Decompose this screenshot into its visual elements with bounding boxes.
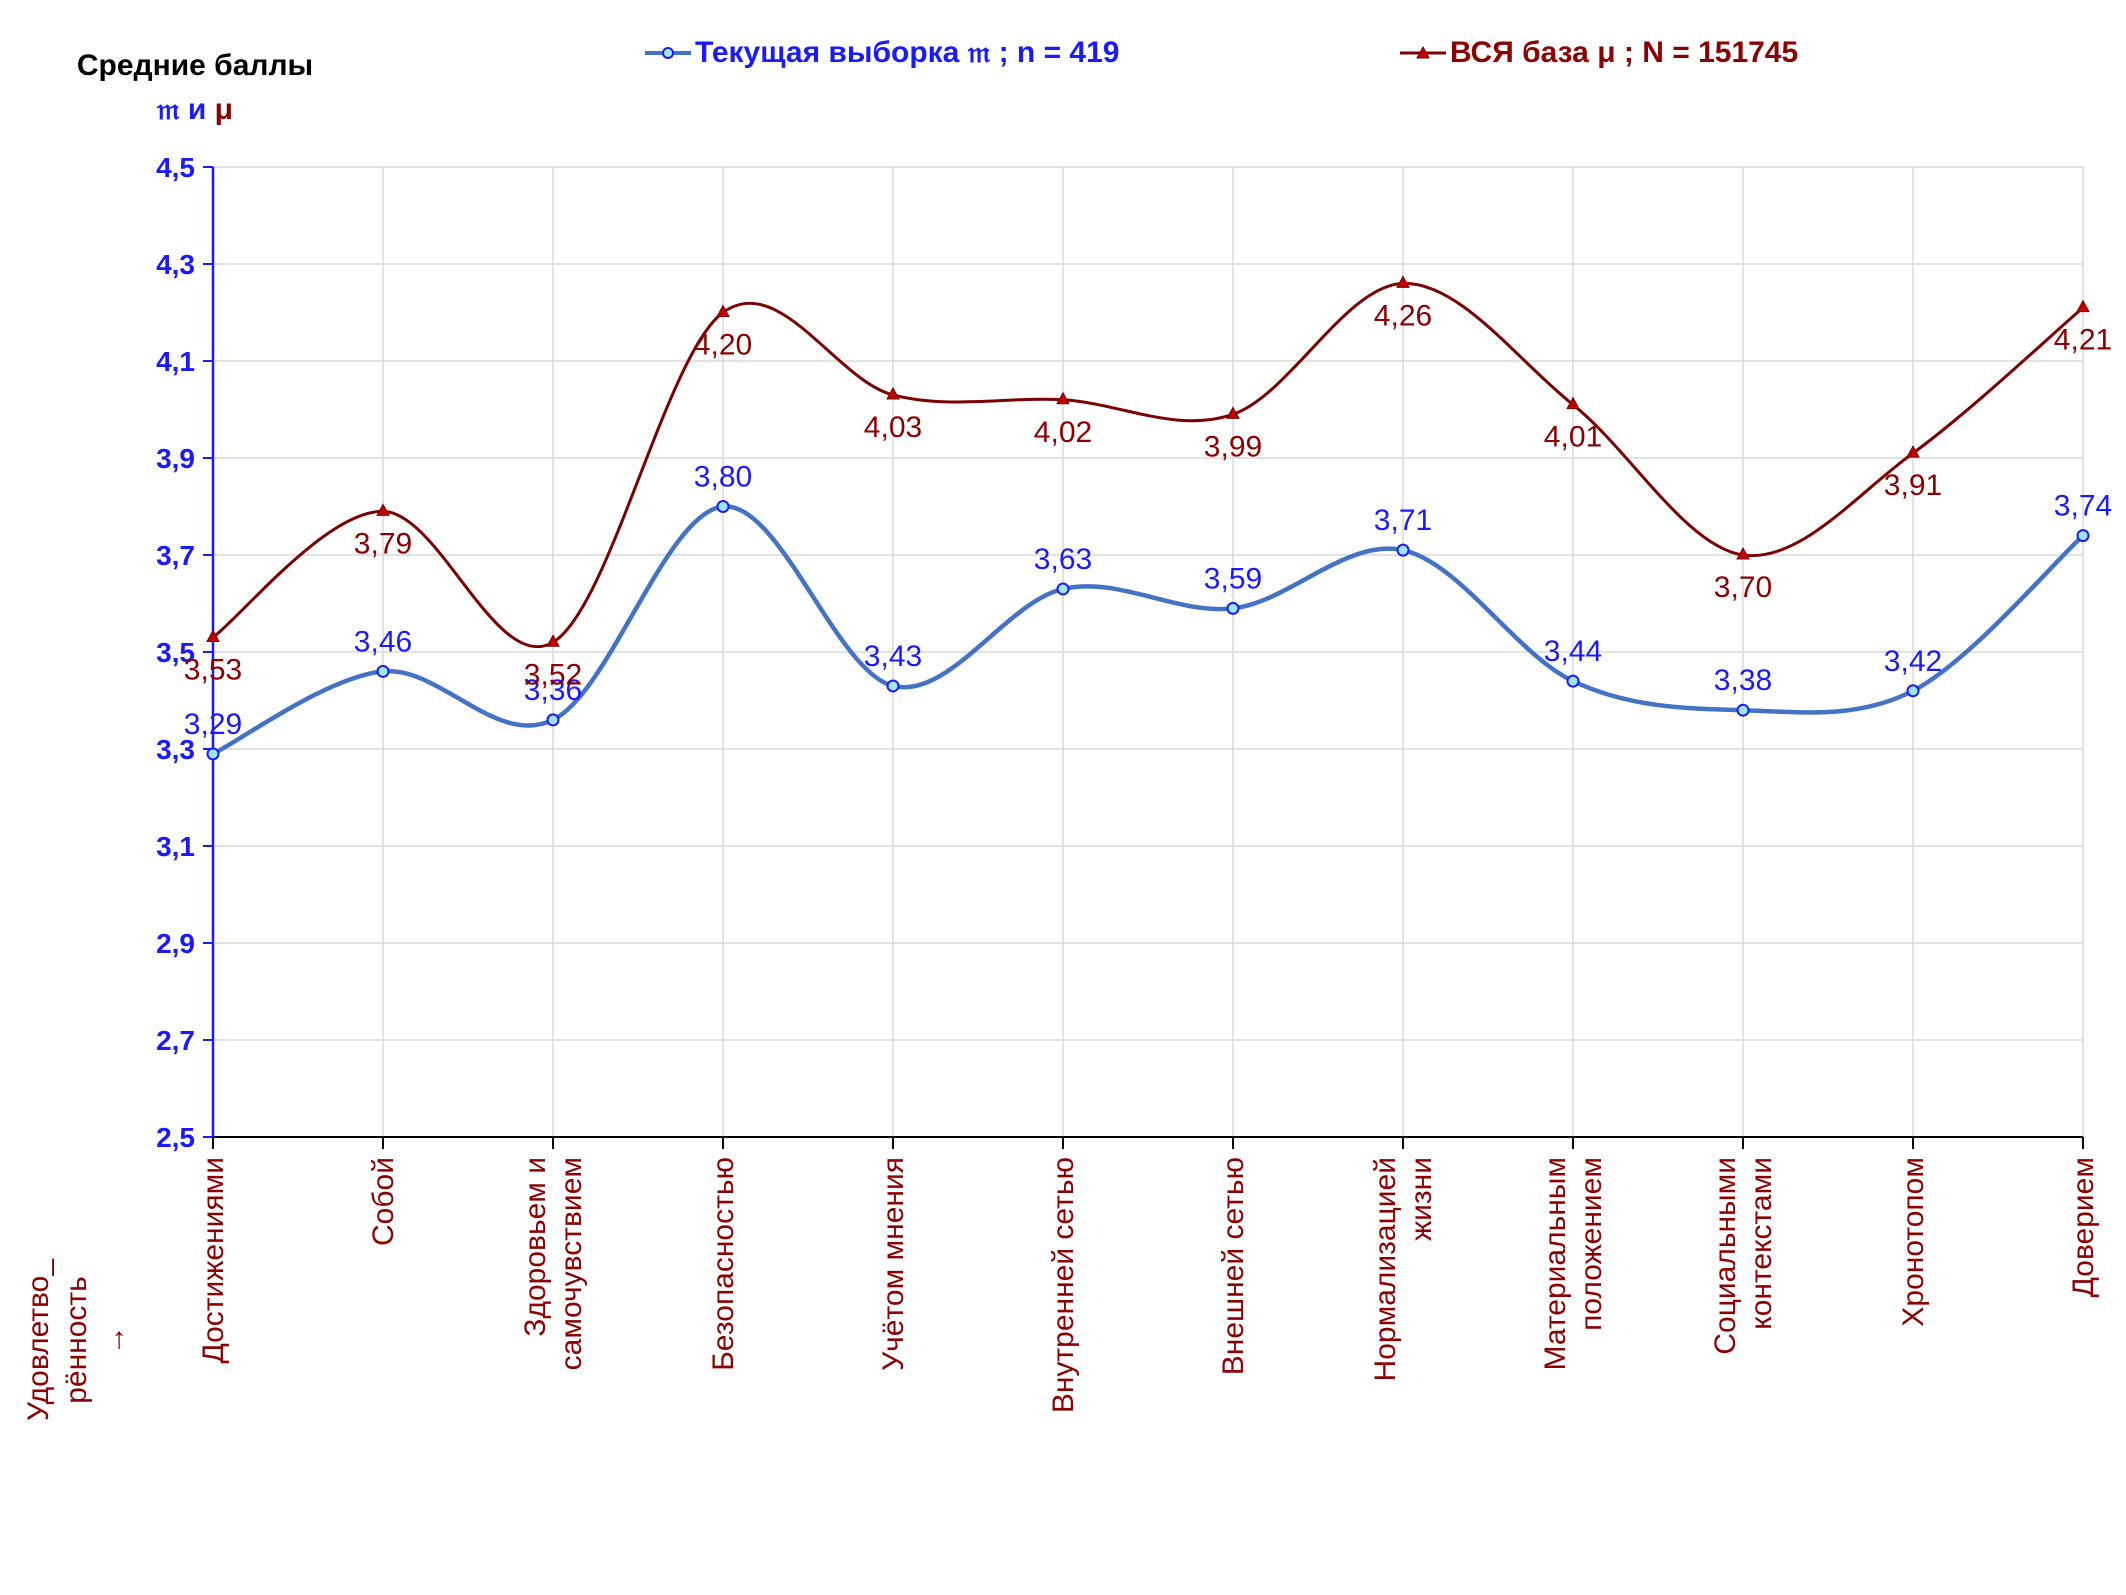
- data-label-base: 3,99: [1204, 430, 1262, 463]
- data-label-sample: 3,42: [1884, 645, 1942, 678]
- data-label-base: 4,02: [1034, 416, 1092, 449]
- point-sample: [206, 747, 220, 761]
- y-axis-title: Средние баллы 𝔪 и μ: [60, 44, 330, 132]
- series-line-sample: [212, 504, 2085, 756]
- data-label-base: 3,91: [1884, 469, 1942, 502]
- point-base: [1056, 391, 1070, 405]
- legend-entry-base: ВСЯ база μ ; N = 151745: [1400, 36, 1798, 70]
- point-base: [1396, 275, 1410, 288]
- data-label-sample: 3,36: [524, 674, 582, 707]
- x-tick-label: Внутренней сетью: [1047, 1157, 1080, 1413]
- legend-swatch-base: [1400, 45, 1446, 59]
- data-label-base: 4,20: [694, 329, 752, 362]
- data-label-sample: 3,29: [184, 708, 242, 741]
- point-base: [206, 629, 220, 642]
- y-axis-title-symbol-sample: 𝔪: [156, 93, 180, 126]
- data-label-sample: 3,38: [1714, 664, 1772, 697]
- y-tick-label: 2,7: [156, 1025, 195, 1056]
- series-line-base: [212, 281, 2084, 649]
- y-tick-label: 3,5: [156, 637, 195, 668]
- point-base: [1566, 396, 1580, 410]
- y-tick-label: 3,1: [156, 831, 195, 862]
- data-label-sample: 3,46: [354, 625, 412, 658]
- point-base: [546, 634, 560, 647]
- y-tick-label: 4,3: [156, 249, 195, 280]
- y-tick-label: 3,9: [156, 443, 195, 474]
- legend-label-base: ВСЯ база μ ; N = 151745: [1450, 36, 1799, 69]
- point-sample: [1736, 703, 1750, 717]
- data-label-base: 3,70: [1714, 571, 1772, 604]
- data-label-sample: 3,59: [1204, 562, 1262, 595]
- point-sample: [376, 664, 390, 678]
- y-tick-label: 2,9: [156, 928, 195, 959]
- data-label-base: 3,52: [524, 658, 582, 691]
- data-label-sample: 3,71: [1374, 504, 1432, 537]
- legend-label-sample: Текущая выборка 𝔪 ; n = 419: [695, 36, 1120, 69]
- x-tick-label: Безопасностью: [707, 1157, 740, 1371]
- y-tick-label: 3,3: [156, 734, 195, 765]
- data-label-base: 3,79: [354, 527, 412, 560]
- point-base: [2076, 299, 2090, 313]
- x-tick-label: Внешней сетью: [1217, 1157, 1250, 1375]
- data-label-sample: 3,74: [2054, 490, 2112, 523]
- data-label-base: 4,01: [1544, 421, 1602, 454]
- point-base: [716, 304, 730, 317]
- x-tick-label: Учётом мнения: [877, 1157, 910, 1371]
- point-sample: [2076, 529, 2090, 543]
- x-tick-label: Материальным положением: [1539, 1157, 1608, 1370]
- data-label-base: 4,03: [864, 411, 922, 444]
- x-tick-label: Доверием: [2067, 1157, 2100, 1297]
- data-label-base: 4,26: [1374, 299, 1432, 332]
- x-tick-label: Здоровьем и самочувствием: [519, 1157, 588, 1370]
- data-label-sample: 3,44: [1544, 635, 1602, 668]
- y-axis-title-text: Средние баллы: [76, 49, 314, 82]
- y-tick-label: 2,5: [156, 1122, 195, 1153]
- x-tick-label: Нормализацией жизни: [1369, 1157, 1438, 1381]
- x-tick-label: Хронотопом: [1897, 1157, 1930, 1327]
- y-tick-label: 4,5: [156, 152, 195, 183]
- data-label-base: 4,21: [2054, 324, 2112, 357]
- point-sample: [1056, 582, 1070, 596]
- legend-entry-sample: Текущая выборка 𝔪 ; n = 419: [645, 36, 1119, 70]
- data-label-sample: 3,63: [1034, 543, 1092, 576]
- data-label-sample: 3,80: [694, 461, 752, 494]
- point-base: [1906, 445, 1920, 458]
- data-label-base: 3,53: [184, 653, 242, 686]
- point-base: [376, 503, 390, 516]
- point-sample: [1396, 543, 1410, 557]
- y-axis-title-symbol-and: и: [187, 93, 207, 126]
- point-sample: [1906, 684, 1920, 698]
- x-tick-label: Социальными контекстами: [1709, 1157, 1778, 1355]
- point-sample: [1226, 601, 1240, 615]
- legend-swatch-sample: [645, 47, 691, 59]
- y-tick-label: 4,1: [156, 346, 195, 377]
- point-base: [886, 386, 900, 400]
- y-tick-label: 3,7: [156, 540, 195, 571]
- data-label-sample: 3,43: [864, 640, 922, 673]
- point-sample: [716, 500, 730, 513]
- point-sample: [886, 679, 900, 693]
- point-sample: [546, 713, 560, 727]
- x-tick-label: Собой: [367, 1157, 400, 1246]
- point-sample: [1566, 674, 1580, 688]
- point-base: [1226, 406, 1240, 419]
- y-axis-title-symbol-base: μ: [214, 93, 234, 126]
- point-base: [1736, 546, 1750, 560]
- x-tick-label: Достижениями: [197, 1157, 230, 1364]
